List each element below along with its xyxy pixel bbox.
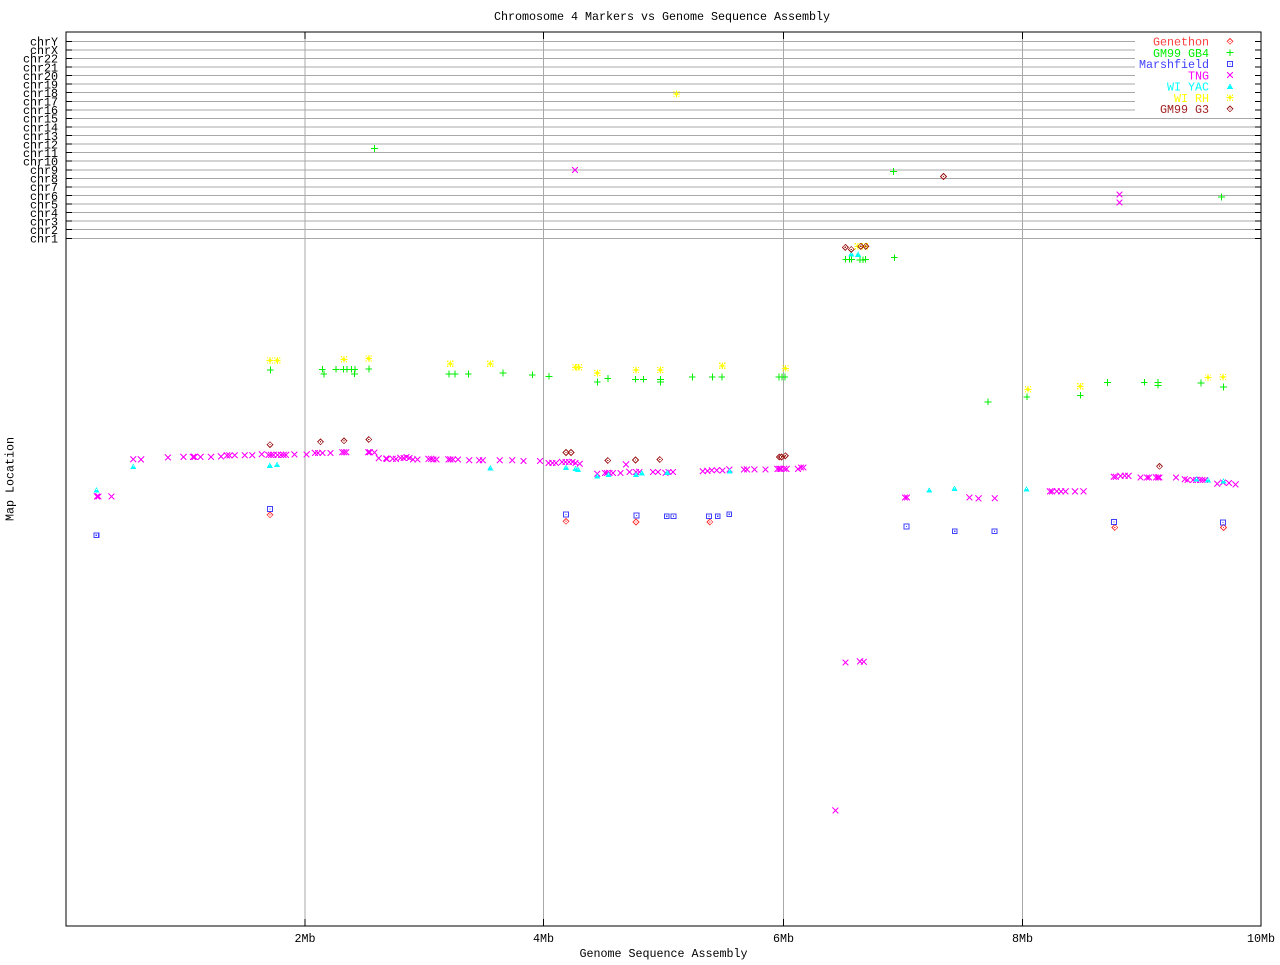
svg-text:chr9: chr9 <box>30 164 58 178</box>
svg-text:chr2: chr2 <box>30 224 58 238</box>
svg-text:chr22: chr22 <box>23 53 58 67</box>
svg-text:Genethon: Genethon <box>1153 36 1209 50</box>
svg-text:GM99 GB4: GM99 GB4 <box>1153 47 1209 61</box>
svg-text:4Mb: 4Mb <box>533 932 554 946</box>
svg-text:WI RH: WI RH <box>1174 92 1209 106</box>
svg-text:chr16: chr16 <box>23 104 58 118</box>
svg-text:Chromosome 4 Markers vs Genome: Chromosome 4 Markers vs Genome Sequence … <box>494 10 830 24</box>
svg-text:chr17: chr17 <box>23 96 58 110</box>
svg-text:chr13: chr13 <box>23 130 58 144</box>
svg-text:chrX: chrX <box>30 44 58 58</box>
svg-text:chr7: chr7 <box>30 181 58 195</box>
svg-text:chr20: chr20 <box>23 70 58 84</box>
svg-text:10Mb: 10Mb <box>1247 932 1275 946</box>
svg-text:TNG: TNG <box>1188 70 1209 84</box>
svg-text:chr11: chr11 <box>23 147 58 161</box>
svg-text:chr12: chr12 <box>23 138 58 152</box>
svg-text:WI YAC: WI YAC <box>1167 81 1209 95</box>
svg-text:chr6: chr6 <box>30 190 58 204</box>
svg-text:chr19: chr19 <box>23 78 58 92</box>
svg-text:chr3: chr3 <box>30 216 58 230</box>
svg-text:chr5: chr5 <box>30 198 58 212</box>
svg-text:2Mb: 2Mb <box>295 932 316 946</box>
svg-text:GM99 G3: GM99 G3 <box>1160 103 1209 117</box>
svg-text:chr10: chr10 <box>23 156 58 170</box>
svg-text:Genome Sequence Assembly: Genome Sequence Assembly <box>580 947 748 960</box>
svg-text:chr15: chr15 <box>23 113 58 127</box>
svg-text:chr18: chr18 <box>23 87 58 101</box>
svg-text:Marshfield: Marshfield <box>1139 58 1209 72</box>
svg-text:6Mb: 6Mb <box>773 932 794 946</box>
svg-text:chr21: chr21 <box>23 61 58 75</box>
svg-text:chr8: chr8 <box>30 173 58 187</box>
svg-text:Map Location: Map Location <box>4 437 18 521</box>
svg-text:chr14: chr14 <box>23 121 58 135</box>
svg-text:8Mb: 8Mb <box>1012 932 1033 946</box>
svg-text:chrY: chrY <box>30 36 58 50</box>
svg-text:chr4: chr4 <box>30 207 58 221</box>
svg-text:chr1: chr1 <box>30 233 58 247</box>
